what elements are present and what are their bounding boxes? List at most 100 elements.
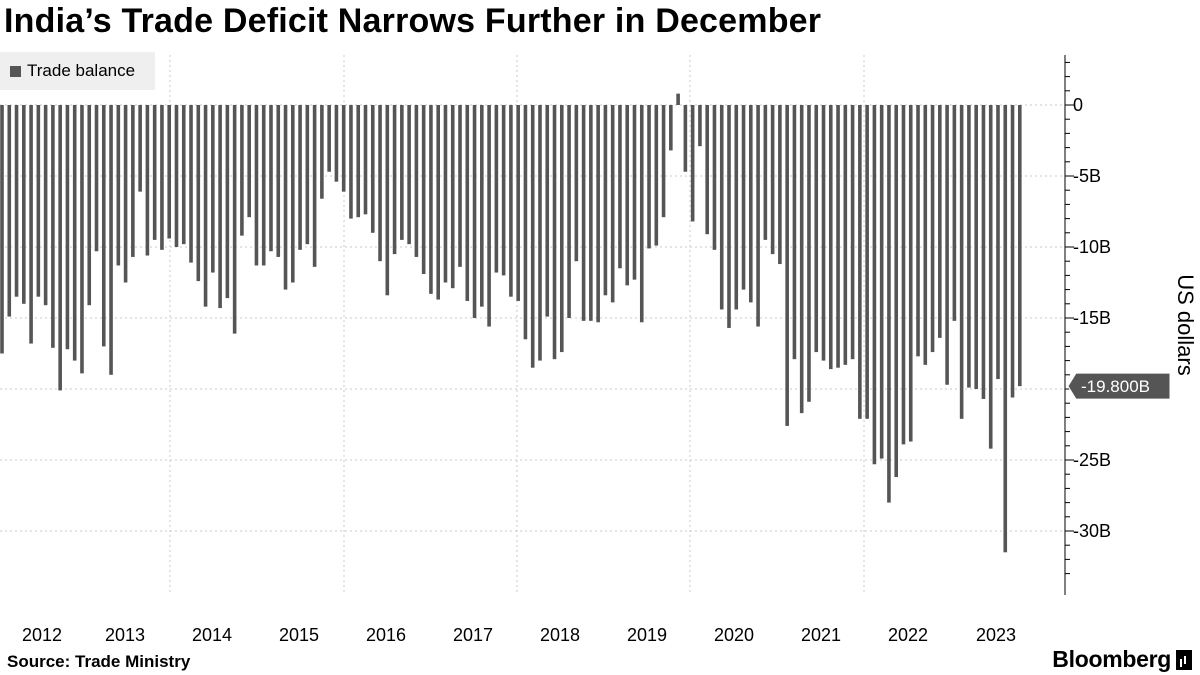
bar-trade-balance xyxy=(22,105,26,304)
bar-trade-balance xyxy=(778,105,782,265)
x-tick-label: 2019 xyxy=(627,625,667,645)
bar-trade-balance xyxy=(80,105,84,374)
bar-trade-balance xyxy=(850,105,855,360)
bar-trade-balance xyxy=(123,105,128,283)
y-tick-label: -25B xyxy=(1073,450,1111,470)
bar-trade-balance xyxy=(51,105,55,348)
bar-trade-balance xyxy=(145,105,150,256)
bar-trade-balance xyxy=(639,105,644,323)
bar-trade-balance xyxy=(530,105,535,368)
bar-trade-balance xyxy=(988,105,993,449)
bar-trade-balance xyxy=(894,105,899,478)
bar-trade-balance xyxy=(109,105,113,375)
bar-trade-balance xyxy=(261,105,266,266)
bar-trade-balance xyxy=(865,105,869,419)
x-tick-label: 2012 xyxy=(22,625,62,645)
bar-trade-balance xyxy=(981,105,986,399)
x-tick-label: 2014 xyxy=(192,625,232,645)
bar-trade-balance xyxy=(436,105,440,300)
bar-trade-balance xyxy=(872,105,877,465)
x-tick-label: 2018 xyxy=(540,625,580,645)
bar-trade-balance xyxy=(116,105,121,266)
bar-trade-balance xyxy=(552,105,557,360)
bar-trade-balance xyxy=(87,105,92,306)
bar-trade-balance xyxy=(603,105,608,296)
bar-trade-balance xyxy=(1010,105,1015,398)
bar-trade-balance xyxy=(596,105,600,323)
bar-trade-balance xyxy=(152,105,157,240)
bar-trade-balance xyxy=(967,105,971,388)
bar-trade-balance xyxy=(65,105,70,350)
bar-trade-balance xyxy=(843,105,848,365)
bar-trade-balance xyxy=(676,93,680,105)
y-tick-label: -30B xyxy=(1073,521,1111,541)
bar-trade-balance xyxy=(465,105,470,301)
bar-trade-balance xyxy=(181,105,186,245)
bar-trade-balance xyxy=(487,105,491,327)
source-note: Source: Trade Ministry xyxy=(7,652,191,671)
bar-trade-balance xyxy=(240,105,244,236)
bar-trade-balance xyxy=(821,105,826,361)
bar-trade-balance xyxy=(647,105,651,249)
bar-trade-balance xyxy=(625,105,630,286)
bar-trade-balance xyxy=(400,105,404,240)
x-tick-label: 2022 xyxy=(888,625,928,645)
x-tick-label: 2015 xyxy=(279,625,319,645)
y-tick-label: -10B xyxy=(1073,237,1111,257)
bar-trade-balance xyxy=(938,105,942,338)
bar-trade-balance xyxy=(974,105,978,389)
bloomberg-chart-icon xyxy=(1176,649,1192,670)
bar-trade-balance xyxy=(705,105,709,235)
bar-trade-balance xyxy=(298,105,302,250)
bar-trade-balance xyxy=(632,105,637,280)
bar-trade-balance xyxy=(669,105,673,151)
bar-trade-balance xyxy=(414,105,419,257)
bar-trade-balance xyxy=(458,105,462,267)
bar-trade-balance xyxy=(923,105,928,365)
bar-trade-balance xyxy=(174,105,179,247)
bar-trade-balance xyxy=(138,105,142,192)
bar-trade-balance xyxy=(392,105,397,255)
bar-trade-balance xyxy=(523,105,528,340)
bar-trade-balance xyxy=(712,105,717,250)
bar-trade-balance xyxy=(879,105,884,459)
bar-trade-balance xyxy=(545,105,550,317)
bar-trade-balance xyxy=(276,105,281,257)
y-tick-label: 0 xyxy=(1073,95,1083,115)
bar-trade-balance xyxy=(770,105,775,255)
bar-trade-balance xyxy=(756,105,760,327)
bar-trade-balance xyxy=(29,105,33,344)
bar-trade-balance xyxy=(828,105,833,370)
bar-trade-balance xyxy=(749,105,753,303)
bar-trade-balance xyxy=(763,105,768,240)
bar-trade-balance xyxy=(211,105,215,273)
bar-trade-balance xyxy=(952,105,957,321)
bar-trade-balance xyxy=(36,105,41,297)
bar-trade-balance xyxy=(792,105,797,360)
bar-trade-balance xyxy=(327,105,331,172)
bar-trade-balance xyxy=(683,105,688,172)
bar-trade-balance xyxy=(727,105,731,328)
bar-trade-balance xyxy=(218,105,222,309)
bar-trade-balance xyxy=(101,105,106,347)
bar-trade-balance xyxy=(247,105,251,218)
bar-trade-balance xyxy=(589,105,593,321)
bar-trade-balance xyxy=(741,105,746,290)
bar-trade-balance xyxy=(785,105,789,426)
bar-trade-balance xyxy=(959,105,964,419)
bar-trade-balance xyxy=(232,105,237,334)
bar-trade-balance xyxy=(305,105,310,245)
bar-trade-balance xyxy=(0,105,4,354)
bar-trade-balance xyxy=(494,105,499,273)
bar-trade-balance xyxy=(996,105,1000,380)
bar-trade-balance xyxy=(225,105,230,299)
bar-trade-balance xyxy=(72,105,77,361)
bar-trade-balance xyxy=(160,105,164,250)
bar-trade-balance xyxy=(320,105,324,199)
bar-trade-balance xyxy=(887,105,891,503)
bar-trade-balance xyxy=(480,105,484,307)
bar-trade-balance xyxy=(1003,105,1008,553)
bar-trade-balance xyxy=(94,105,99,252)
bar-trade-balance xyxy=(807,105,811,402)
